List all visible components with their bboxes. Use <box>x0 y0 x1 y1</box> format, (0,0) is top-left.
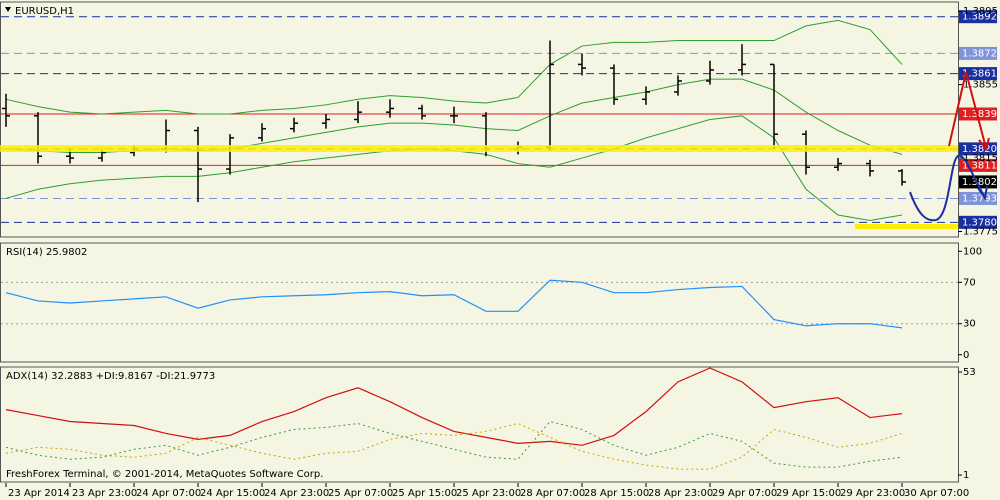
y-tick-label: 30 <box>963 319 976 330</box>
panel-title: RSI(14) 25.9802 <box>6 247 87 258</box>
x-tick-label: 28 Apr 07:00 <box>520 488 585 499</box>
level-label: 1.3793 <box>962 193 997 204</box>
level-label: 1.3780 <box>962 217 997 228</box>
arrow-head <box>978 137 990 152</box>
level-label: 1.3811 <box>962 160 997 171</box>
x-tick-label: 29 Apr 15:00 <box>776 488 841 499</box>
level-box <box>959 46 997 60</box>
panel-frame <box>0 242 959 363</box>
indicator-line <box>5 279 903 329</box>
level-label: 1.3820 <box>962 144 997 155</box>
indicator-line <box>5 19 903 115</box>
level-box <box>959 67 997 81</box>
y-tick-label: 1.3855 <box>963 80 998 91</box>
x-tick-label: 24 Apr 15:00 <box>200 488 265 499</box>
level-box <box>959 215 997 229</box>
level-label: 1.3872 <box>962 48 997 59</box>
x-tick-label: 24 Apr 07:00 <box>136 488 201 499</box>
x-tick-label: 29 Apr 23:00 <box>840 488 905 499</box>
indicator-line <box>5 420 903 468</box>
panel-title: EURUSD,H1 <box>15 6 74 17</box>
y-tick-label: 100 <box>963 246 982 257</box>
level-label: 1.3892 <box>962 12 997 23</box>
y-tick-label: 1.3815 <box>963 153 998 164</box>
x-tick-label: 25 Apr 07:00 <box>328 488 393 499</box>
y-tick-label: 1.3895 <box>963 6 998 17</box>
forecast-arrow <box>948 71 987 149</box>
level-box <box>959 175 997 189</box>
x-tick-label: 29 Apr 07:00 <box>712 488 777 499</box>
indicator-line <box>5 422 903 470</box>
x-tick-label: 30 Apr 07:00 <box>904 488 969 499</box>
x-tick-label: 28 Apr 15:00 <box>584 488 649 499</box>
x-tick-label: 23 Apr 23:00 <box>72 488 137 499</box>
y-tick-label: 53 <box>963 367 976 378</box>
level-box <box>959 10 997 24</box>
x-tick-label: 23 Apr 2014 <box>8 488 70 499</box>
y-tick-label: 1 <box>963 470 969 481</box>
x-tick-label: 28 Apr 23:00 <box>648 488 713 499</box>
x-tick-label: 24 Apr 23:00 <box>264 488 329 499</box>
arrow-head <box>977 185 988 201</box>
panel-frame <box>0 366 959 483</box>
level-label: 1.3839 <box>962 109 997 120</box>
y-tick-label: 1.3775 <box>963 226 998 237</box>
menu-icon[interactable] <box>5 7 11 12</box>
forecast-curve <box>909 154 985 222</box>
level-box <box>959 158 997 172</box>
level-label: 1.3861 <box>962 69 997 80</box>
indicator-line <box>5 367 903 446</box>
panel-frame <box>0 1 959 238</box>
panel-title: ADX(14) 32.2883 +DI:9.8167 -DI:21.9773 <box>6 371 215 382</box>
drawings <box>0 71 990 229</box>
y-tick-label: 70 <box>963 277 976 288</box>
yellow-zone <box>855 224 958 229</box>
level-label: 1.3802 <box>962 177 997 188</box>
x-tick-label: 25 Apr 23:00 <box>456 488 521 499</box>
y-tick-label: 0 <box>963 350 969 361</box>
x-tick-label: 25 Apr 15:00 <box>392 488 457 499</box>
level-box <box>959 191 997 205</box>
yellow-zone <box>0 145 958 152</box>
copyright: FreshForex Terminal, © 2001-2014, MetaQu… <box>6 469 323 480</box>
